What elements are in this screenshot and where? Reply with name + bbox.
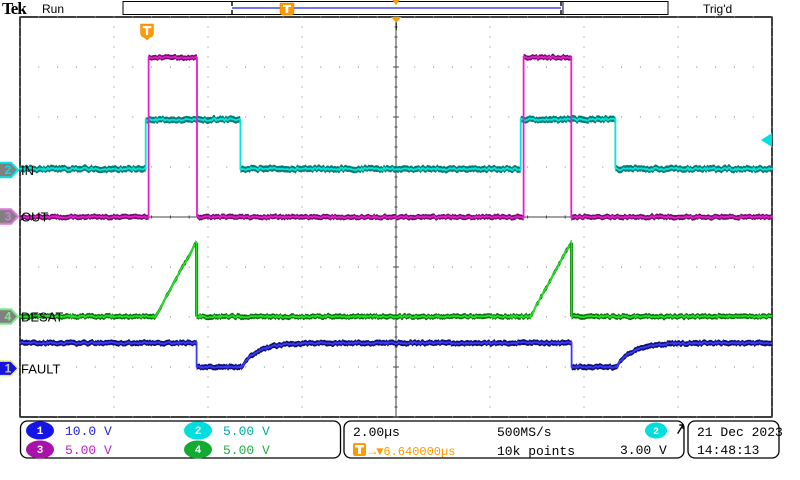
svg-text:5.00 V: 5.00 V [65,443,112,458]
svg-text:4: 4 [195,445,202,457]
svg-text:2: 2 [653,427,659,438]
svg-text:OUT: OUT [21,210,49,225]
svg-text:10k points: 10k points [497,444,575,459]
svg-text:21 Dec 2023: 21 Dec 2023 [697,425,783,440]
svg-text:Trig'd: Trig'd [703,2,732,16]
svg-text:5.00 V: 5.00 V [223,443,270,458]
svg-text:FAULT: FAULT [21,362,61,377]
svg-text:500MS/s: 500MS/s [497,425,552,440]
svg-text:5.00 V: 5.00 V [223,424,270,439]
svg-text:4: 4 [5,310,12,324]
svg-text:IN: IN [21,163,34,178]
svg-text:Run: Run [42,2,64,16]
svg-text:14:48:13: 14:48:13 [697,443,759,458]
svg-text:2.00µs: 2.00µs [353,425,400,440]
svg-text:3.00 V: 3.00 V [620,443,667,458]
svg-text:→▼6.640000µs: →▼6.640000µs [369,445,455,459]
svg-text:1: 1 [37,426,44,438]
svg-text:3: 3 [5,210,12,224]
svg-text:2: 2 [195,426,202,438]
svg-text:1: 1 [5,361,12,375]
svg-text:DESAT: DESAT [21,310,63,325]
svg-text:3: 3 [37,445,44,457]
svg-text:Tek: Tek [2,0,27,18]
svg-text:10.0 V: 10.0 V [65,424,112,439]
svg-text:2: 2 [5,163,12,177]
